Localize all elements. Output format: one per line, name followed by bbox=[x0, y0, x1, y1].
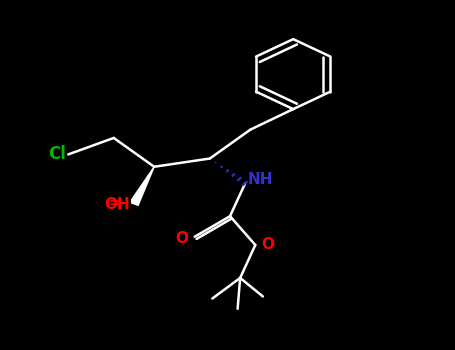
Text: NH: NH bbox=[248, 173, 273, 188]
Polygon shape bbox=[130, 167, 154, 205]
Text: =: = bbox=[109, 196, 121, 210]
Text: Cl: Cl bbox=[48, 145, 66, 163]
Text: OH: OH bbox=[104, 197, 130, 212]
Text: O: O bbox=[261, 238, 274, 252]
Text: O: O bbox=[176, 231, 188, 246]
